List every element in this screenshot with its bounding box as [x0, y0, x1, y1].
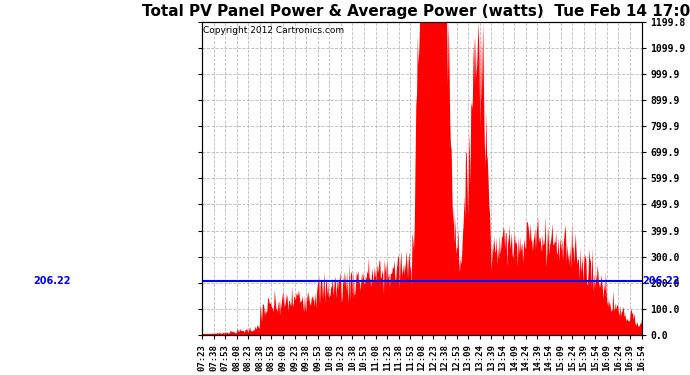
Text: 206.22: 206.22	[642, 276, 680, 286]
Text: 206.22: 206.22	[32, 276, 70, 286]
Title: Total PV Panel Power & Average Power (watts)  Tue Feb 14 17:07: Total PV Panel Power & Average Power (wa…	[142, 4, 690, 19]
Text: Copyright 2012 Cartronics.com: Copyright 2012 Cartronics.com	[203, 26, 344, 35]
